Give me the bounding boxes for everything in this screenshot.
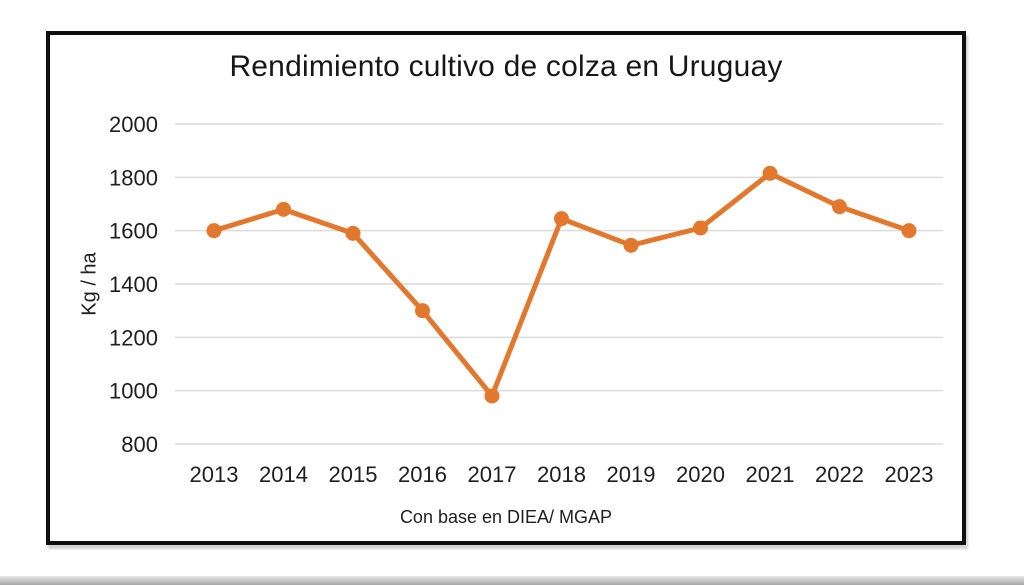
data-point (554, 211, 569, 227)
x-tick-label: 2016 (398, 462, 447, 487)
chart-frame (46, 31, 966, 545)
data-point (345, 225, 361, 241)
image-bottom-edge (0, 576, 1024, 585)
data-point (206, 223, 222, 239)
y-tick-label: 2000 (109, 112, 158, 137)
data-point (832, 199, 847, 215)
y-tick-label: 1400 (109, 272, 158, 297)
data-point (623, 237, 639, 253)
y-tick-label: 1800 (109, 165, 158, 190)
y-tick-label: 1600 (109, 219, 158, 244)
data-point (693, 220, 708, 236)
x-tick-label: 2023 (885, 462, 934, 487)
x-tick-label: 2019 (607, 462, 656, 487)
x-tick-label: 2022 (815, 462, 864, 487)
data-point (901, 223, 917, 239)
y-tick-label: 1200 (109, 325, 158, 350)
x-tick-label: 2017 (468, 462, 517, 487)
x-tick-label: 2014 (259, 462, 308, 487)
y-tick-label: 800 (121, 432, 158, 457)
x-tick-label: 2018 (537, 462, 586, 487)
y-axis-label: Kg / ha (78, 252, 101, 316)
source-caption: Con base en DIEA/ MGAP (399, 507, 613, 527)
data-point (484, 388, 500, 404)
data-point (762, 165, 778, 181)
x-tick-label: 2020 (676, 462, 725, 487)
data-point (415, 303, 430, 319)
x-tick-label: 2021 (746, 462, 795, 487)
chart-title: Rendimiento cultivo de colza en Uruguay (229, 50, 783, 83)
x-tick-label: 2015 (329, 462, 378, 487)
y-tick-label: 1000 (109, 379, 158, 404)
x-tick-label: 2013 (190, 462, 239, 487)
data-point (276, 201, 291, 217)
